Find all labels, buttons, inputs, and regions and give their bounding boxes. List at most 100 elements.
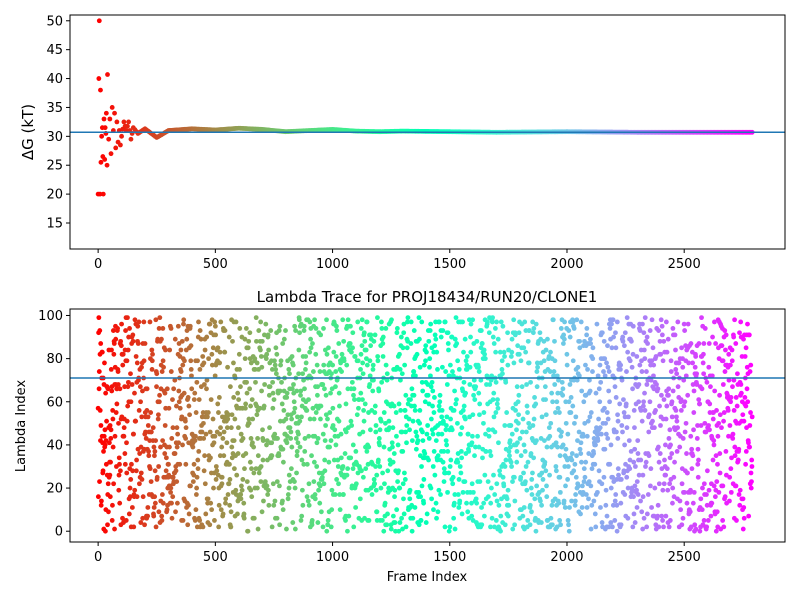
- lambda-point: [582, 474, 588, 480]
- lambda-point: [411, 392, 417, 398]
- lambda-point: [576, 373, 582, 379]
- lambda-point: [670, 485, 676, 491]
- lambda-point: [660, 487, 666, 493]
- lambda-point: [132, 487, 138, 493]
- lambda-point: [423, 343, 429, 349]
- lambda-point: [719, 343, 725, 349]
- lambda-point: [622, 330, 628, 336]
- lambda-point: [749, 457, 755, 463]
- lambda-trace-y-axis-label: Lambda Index: [14, 380, 29, 473]
- lambda-point: [492, 492, 498, 497]
- lambda-point: [466, 317, 472, 323]
- lambda-point: [447, 362, 453, 368]
- lambda-point: [569, 451, 575, 456]
- lambda-point: [711, 438, 717, 444]
- lambda-point: [601, 369, 606, 374]
- lambda-point: [706, 423, 711, 428]
- lambda-point: [553, 468, 559, 474]
- lambda-point: [587, 377, 592, 383]
- lambda-point: [508, 354, 514, 359]
- lambda-point: [350, 345, 355, 351]
- lambda-point: [453, 315, 459, 321]
- lambda-point: [152, 448, 158, 454]
- lambda-point: [538, 498, 543, 504]
- lambda-point: [473, 384, 479, 390]
- lambda-point: [246, 420, 252, 426]
- lambda-point: [634, 354, 640, 359]
- lambda-point: [330, 362, 336, 368]
- lambda-point: [417, 407, 423, 413]
- lambda-point: [398, 407, 404, 413]
- lambda-point: [157, 392, 162, 398]
- lambda-point: [557, 474, 563, 480]
- lambda-point: [239, 483, 244, 489]
- lambda-point: [227, 461, 232, 467]
- lambda-point: [248, 403, 253, 409]
- lambda-point: [706, 364, 712, 370]
- lambda-point: [738, 390, 744, 396]
- lambda-point: [123, 328, 128, 333]
- lambda-point: [708, 513, 714, 519]
- lambda-point: [267, 425, 272, 431]
- lambda-point: [525, 338, 531, 344]
- lambda-point: [704, 524, 710, 530]
- lambda-point: [334, 328, 340, 333]
- lambda-point: [455, 492, 461, 497]
- lambda-point: [694, 382, 700, 387]
- lambda-point: [562, 464, 568, 469]
- lambda-point: [194, 474, 200, 480]
- lambda-point: [437, 392, 443, 398]
- lambda-point: [690, 500, 696, 506]
- lambda-point: [153, 317, 159, 323]
- lambda-point: [599, 330, 605, 336]
- lambda-point: [668, 369, 674, 374]
- lambda-point: [254, 338, 259, 344]
- lambda-point: [411, 328, 417, 333]
- lambda-point: [360, 371, 366, 377]
- lambda-point: [396, 528, 402, 534]
- lambda-point: [378, 485, 384, 491]
- lambda-point: [109, 388, 115, 394]
- lambda-point: [746, 440, 751, 446]
- lambda-point: [665, 336, 671, 342]
- lambda-point: [326, 459, 332, 465]
- lambda-point: [622, 442, 628, 448]
- lambda-point: [486, 433, 492, 439]
- lambda-point: [417, 420, 423, 426]
- lambda-point: [683, 373, 689, 379]
- lambda-point: [330, 405, 336, 411]
- lambda-point: [244, 379, 249, 385]
- lambda-point: [167, 347, 173, 353]
- lambda-point: [270, 481, 276, 487]
- lambda-point: [639, 418, 645, 424]
- lambda-point: [353, 448, 359, 454]
- lambda-point: [742, 354, 748, 359]
- lambda-point: [578, 451, 584, 456]
- lambda-point: [367, 427, 373, 433]
- lambda-point: [166, 461, 171, 467]
- lambda-point: [300, 502, 306, 508]
- lambda-point: [508, 423, 514, 428]
- lambda-point: [380, 354, 386, 359]
- lambda-point: [593, 524, 599, 530]
- lambda-point: [587, 336, 593, 342]
- lambda-point: [272, 362, 278, 368]
- lambda-point: [238, 496, 244, 502]
- lambda-point: [697, 401, 703, 407]
- lambda-point: [616, 472, 621, 478]
- lambda-point: [299, 457, 305, 463]
- lambda-point: [479, 341, 485, 346]
- lambda-point: [626, 438, 632, 444]
- lambda-point: [311, 416, 317, 422]
- lambda-point: [262, 479, 268, 484]
- lambda-point: [101, 448, 106, 454]
- lambda-point: [268, 328, 274, 333]
- lambda-point: [201, 382, 207, 387]
- lambda-point: [249, 466, 254, 472]
- lambda-point: [202, 347, 208, 353]
- lambda-point: [497, 349, 503, 355]
- lambda-point: [728, 489, 734, 495]
- lambda-point: [323, 412, 329, 418]
- lambda-point: [296, 347, 302, 353]
- lambda-point: [437, 399, 443, 405]
